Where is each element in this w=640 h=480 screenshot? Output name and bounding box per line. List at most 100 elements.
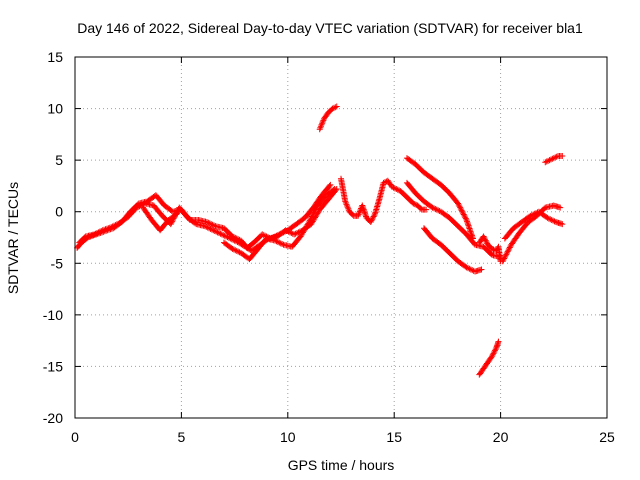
data-point xyxy=(229,245,236,252)
data-point xyxy=(492,346,499,353)
data-point xyxy=(235,248,242,255)
data-point xyxy=(481,234,488,241)
data-point xyxy=(458,207,465,214)
data-point xyxy=(460,210,467,217)
data-point xyxy=(103,225,110,232)
data-point xyxy=(113,221,120,228)
data-point xyxy=(430,205,437,212)
data-point xyxy=(93,230,100,237)
data-point xyxy=(277,240,284,247)
data-point xyxy=(557,204,564,211)
data-point xyxy=(433,206,440,213)
data-point xyxy=(459,208,466,215)
chart-title: Day 146 of 2022, Sidereal Day-to-day VTE… xyxy=(77,20,583,36)
data-point xyxy=(389,183,396,190)
data-point xyxy=(460,211,467,218)
data-point xyxy=(310,210,317,217)
data-point xyxy=(208,221,215,228)
data-point xyxy=(203,219,210,226)
data-point xyxy=(135,203,142,210)
data-point xyxy=(480,233,487,240)
data-point xyxy=(306,219,313,226)
x-tick-label: 20 xyxy=(493,429,509,445)
data-point xyxy=(344,202,351,209)
data-point xyxy=(506,245,513,252)
series-arc-4 xyxy=(220,186,338,263)
data-point xyxy=(274,238,281,245)
data-point xyxy=(220,232,227,239)
data-point xyxy=(316,126,323,133)
series-arc-5 xyxy=(316,103,340,133)
data-point xyxy=(291,231,298,238)
data-point xyxy=(368,217,375,224)
data-point xyxy=(491,347,498,354)
data-point xyxy=(489,245,496,252)
data-point xyxy=(206,220,213,227)
data-point xyxy=(272,237,279,244)
data-point xyxy=(273,238,280,245)
y-axis-label: SDTVAR / TECUs xyxy=(5,182,21,294)
data-point xyxy=(506,244,513,251)
data-point xyxy=(547,156,554,163)
data-point xyxy=(543,158,550,165)
data-point xyxy=(466,265,473,272)
data-point xyxy=(286,229,293,236)
data-point xyxy=(552,154,559,161)
data-point xyxy=(342,199,349,206)
data-point xyxy=(232,247,239,254)
x-tick-label: 25 xyxy=(599,429,615,445)
data-point xyxy=(231,237,238,244)
data-point xyxy=(355,212,362,219)
data-point xyxy=(463,264,470,271)
data-point xyxy=(423,206,430,213)
data-point xyxy=(369,214,376,221)
data-point xyxy=(95,229,102,236)
data-point xyxy=(279,241,286,248)
data-point xyxy=(259,231,266,238)
data-point xyxy=(174,210,181,217)
y-tick-label: -20 xyxy=(43,410,63,426)
data-point xyxy=(550,217,557,224)
data-point xyxy=(546,157,553,164)
data-point xyxy=(308,214,315,221)
data-point xyxy=(390,184,397,191)
data-point xyxy=(394,186,401,193)
data-point xyxy=(435,207,442,214)
data-point xyxy=(215,230,222,237)
series-arc-8 xyxy=(403,155,476,242)
data-point xyxy=(501,254,508,261)
x-tick-label: 15 xyxy=(386,429,402,445)
data-point xyxy=(320,117,327,124)
data-point xyxy=(205,219,212,226)
data-point xyxy=(218,231,225,238)
data-point xyxy=(217,230,224,237)
data-point xyxy=(500,256,507,263)
data-point xyxy=(489,353,496,360)
series-arc-14 xyxy=(542,153,566,166)
data-point xyxy=(491,348,498,355)
data-point xyxy=(292,230,299,237)
data-point xyxy=(330,104,337,111)
data-point xyxy=(207,225,214,232)
data-point xyxy=(499,258,506,265)
data-point xyxy=(326,183,333,190)
data-point xyxy=(204,224,211,231)
data-point xyxy=(319,120,326,127)
data-point xyxy=(502,252,509,259)
data-point xyxy=(206,225,213,232)
data-point xyxy=(469,235,476,242)
y-tick-label: -10 xyxy=(43,307,63,323)
data-point xyxy=(91,231,98,238)
y-tick-label: 5 xyxy=(55,152,63,168)
data-point xyxy=(136,203,143,210)
data-point xyxy=(559,153,566,160)
x-tick-label: 10 xyxy=(280,429,296,445)
data-point xyxy=(455,200,462,207)
data-point xyxy=(329,105,336,112)
data-point xyxy=(109,223,116,230)
data-point xyxy=(214,229,221,236)
data-point xyxy=(230,246,237,253)
data-point xyxy=(553,153,560,160)
data-point xyxy=(370,213,377,220)
